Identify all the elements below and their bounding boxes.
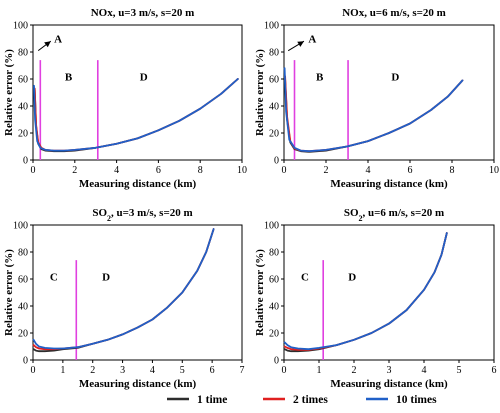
region-label-d: D [102, 271, 110, 283]
chart-title: SO2, u=3 m/s, s=20 m [92, 207, 192, 223]
x-tick-label: 0 [31, 165, 36, 176]
region-label-b: B [65, 71, 73, 83]
y-tick-label: 40 [269, 302, 279, 313]
y-tick-label: 0 [23, 156, 28, 167]
series-line-1-time [32, 228, 215, 353]
y-tick-label: 100 [13, 21, 28, 32]
legend-label-10-times: 10 times [396, 394, 437, 406]
x-tick-label: 2 [90, 365, 95, 376]
region-label-d: D [348, 271, 356, 283]
region-label-c: C [50, 271, 58, 283]
y-tick-label: 40 [18, 102, 28, 113]
y-tick-label: 20 [269, 129, 279, 140]
legend-label-1-time: 1 time [197, 394, 227, 406]
x-axis-label: Measuring distance (km) [330, 378, 448, 390]
plot-frame [32, 224, 243, 361]
x-tick-label: 2 [352, 365, 357, 376]
x-tick-label: 7 [240, 365, 245, 376]
y-tick-label: 100 [264, 221, 279, 232]
y-tick-label: 20 [269, 329, 279, 340]
y-tick-label: 80 [269, 48, 279, 59]
y-tick-label: 60 [18, 275, 28, 286]
region-label-d: D [140, 71, 148, 83]
legend-label-2-times: 2 times [293, 394, 328, 406]
region-a-arrowhead [44, 41, 51, 48]
x-tick-label: 5 [457, 365, 462, 376]
x-tick-label: 0 [282, 165, 287, 176]
x-tick-label: 6 [408, 165, 413, 176]
y-axis-label: Relative error (%) [254, 249, 266, 336]
y-axis-label: Relative error (%) [3, 249, 15, 336]
x-tick-label: 1 [60, 365, 65, 376]
region-a-arrowhead [297, 41, 304, 47]
y-tick-label: 100 [264, 21, 279, 32]
x-tick-label: 4 [422, 365, 427, 376]
region-label-a: A [308, 34, 316, 46]
x-tick-label: 0 [282, 365, 287, 376]
y-tick-label: 60 [18, 75, 28, 86]
x-tick-label: 0 [31, 365, 36, 376]
x-tick-label: 6 [156, 165, 161, 176]
chart-title: SO2, u=6 m/s, s=20 m [344, 207, 444, 223]
x-tick-label: 3 [120, 365, 125, 376]
series-line-1-time [33, 78, 239, 153]
y-axis-label: Relative error (%) [254, 49, 266, 136]
x-tick-label: 8 [450, 165, 455, 176]
y-tick-label: 80 [18, 48, 28, 59]
x-tick-label: 6 [492, 365, 497, 376]
series-line-10-times [33, 78, 239, 152]
x-axis-label: Measuring distance (km) [79, 178, 197, 190]
y-tick-label: 40 [18, 302, 28, 313]
series-line-10-times [283, 232, 448, 351]
x-tick-label: 10 [489, 165, 499, 176]
x-tick-label: 1 [317, 365, 322, 376]
chart-title: NOx, u=6 m/s, s=20 m [342, 7, 446, 19]
y-tick-label: 20 [18, 129, 28, 140]
x-tick-label: 2 [324, 165, 329, 176]
series-line-2-times [33, 78, 239, 152]
y-tick-label: 80 [18, 248, 28, 259]
x-tick-label: 3 [387, 365, 392, 376]
x-tick-label: 4 [366, 165, 371, 176]
y-tick-label: 80 [269, 248, 279, 259]
chart-title: NOx, u=3 m/s, s=20 m [91, 7, 195, 19]
x-tick-label: 4 [114, 165, 119, 176]
series-line-10-times [283, 67, 464, 153]
plot-frame [283, 224, 495, 361]
y-tick-label: 0 [274, 156, 279, 167]
chart-panel: 0 1 2 3 4 5 6 7 0 20 40 60 80 100 Measuring distance (… [3, 207, 245, 390]
series-line-10-times [32, 228, 215, 350]
region-label-a: A [54, 34, 62, 46]
x-tick-label: 6 [210, 365, 215, 376]
region-label-c: C [301, 271, 309, 283]
plot-frame [32, 24, 243, 161]
series-line-2-times [32, 228, 215, 351]
y-tick-label: 0 [274, 356, 279, 367]
x-axis-label: Measuring distance (km) [79, 378, 197, 390]
x-tick-label: 5 [180, 365, 185, 376]
region-label-b: B [316, 71, 324, 83]
plot-frame [283, 24, 495, 161]
y-tick-label: 60 [269, 275, 279, 286]
x-tick-label: 4 [150, 365, 155, 376]
legend: 1 time 2 times 10 times [167, 394, 437, 406]
x-tick-label: 10 [237, 165, 247, 176]
x-tick-label: 2 [72, 165, 77, 176]
y-axis-label: Relative error (%) [3, 49, 15, 136]
region-label-d: D [391, 71, 399, 83]
series-line-2-times [284, 75, 464, 153]
y-tick-label: 100 [13, 221, 28, 232]
x-axis-label: Measuring distance (km) [330, 178, 448, 190]
y-tick-label: 0 [23, 356, 28, 367]
series-line-1-time [284, 78, 464, 153]
y-tick-label: 60 [269, 75, 279, 86]
y-tick-label: 20 [18, 329, 28, 340]
x-tick-label: 8 [198, 165, 203, 176]
y-tick-label: 40 [269, 102, 279, 113]
